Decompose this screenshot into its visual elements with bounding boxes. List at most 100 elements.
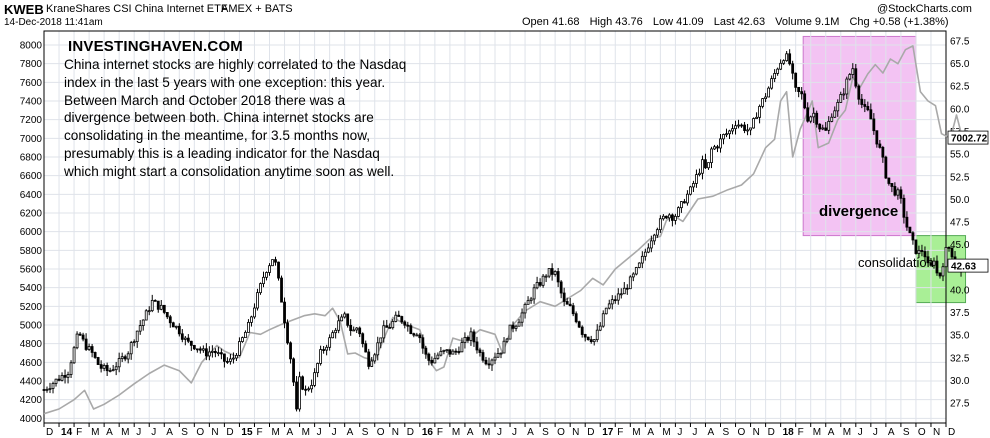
- change-stat: Chg +0.58 (+1.38%): [849, 16, 949, 28]
- kweb-candle: [604, 307, 608, 315]
- kweb-candle: [244, 331, 247, 339]
- kweb-candle: [926, 256, 930, 264]
- kweb-candle: [397, 314, 401, 317]
- kweb-candle: [180, 333, 184, 340]
- kweb-candle: [487, 363, 491, 366]
- kweb-candle: [568, 303, 572, 307]
- kweb-candle: [307, 388, 310, 391]
- x-axis-tick: J: [692, 427, 697, 438]
- x-axis-tick: A: [527, 427, 534, 438]
- left-axis-tick: 6400: [20, 190, 43, 201]
- kweb-candle: [150, 299, 154, 312]
- kweb-candle: [773, 73, 777, 80]
- kweb-candle: [698, 172, 701, 176]
- x-axis-tick: O: [918, 427, 926, 438]
- kweb-candle: [794, 72, 798, 88]
- kweb-candle: [737, 124, 740, 127]
- kweb-candle: [565, 301, 569, 305]
- chart-date: 14-Dec-2018 11:41am: [4, 17, 103, 28]
- kweb-candle: [195, 348, 199, 351]
- kweb-candle: [857, 85, 861, 100]
- kweb-candle: [385, 325, 389, 328]
- left-axis-tick: 4600: [20, 358, 43, 369]
- kweb-candle: [241, 337, 244, 342]
- x-axis-tick: 17: [602, 427, 614, 438]
- annotation-text: China internet stocks are highly correla…: [64, 56, 444, 181]
- x-axis-tick: M: [662, 427, 670, 438]
- kweb-candle: [812, 112, 816, 118]
- right-axis-tick: 60.0: [950, 104, 970, 115]
- kweb-candle: [96, 357, 100, 365]
- x-axis-tick: O: [738, 427, 746, 438]
- kweb-candle: [505, 338, 509, 342]
- annotation-line: which might start a consolidation anytim…: [64, 163, 395, 179]
- annotation-line: divergence between both. China internet …: [64, 110, 374, 126]
- kweb-candle: [361, 333, 365, 345]
- kweb-candle: [99, 364, 103, 369]
- kweb-candle: [625, 287, 629, 290]
- x-axis-tick: M: [121, 427, 129, 438]
- x-axis-tick: 18: [783, 427, 795, 438]
- kweb-candle: [899, 189, 903, 199]
- x-axis-tick: A: [166, 427, 173, 438]
- kweb-candle: [854, 68, 858, 87]
- kweb-candle: [911, 232, 915, 241]
- kweb-candle: [490, 359, 494, 366]
- kweb-candle: [466, 337, 470, 341]
- x-axis-tick: M: [452, 427, 460, 438]
- x-axis-tick: F: [617, 427, 623, 438]
- kweb-candle: [869, 109, 873, 120]
- kweb-candle: [222, 353, 226, 362]
- kweb-candle: [373, 354, 377, 362]
- kweb-candle: [355, 327, 359, 331]
- kweb-candle: [520, 312, 524, 323]
- left-axis-tick: 7400: [20, 97, 43, 108]
- kweb-candle: [448, 349, 452, 355]
- left-axis-tick: 6800: [20, 153, 43, 164]
- kweb-candle: [117, 358, 121, 368]
- copyright-link[interactable]: @StockCharts.com: [877, 3, 972, 15]
- kweb-candle: [54, 378, 58, 384]
- kweb-candle: [388, 326, 392, 329]
- kweb-candle: [183, 337, 187, 340]
- kweb-candle: [719, 138, 722, 149]
- kweb-candle: [247, 321, 250, 333]
- kweb-candle: [734, 125, 737, 130]
- kweb-candle: [226, 360, 229, 363]
- kweb-candle: [637, 262, 641, 268]
- kweb-candle: [298, 376, 301, 410]
- kweb-candle: [472, 331, 476, 343]
- kweb-candle: [394, 314, 398, 322]
- kweb-candle: [493, 356, 497, 361]
- kweb-candle: [72, 347, 76, 364]
- kweb-candle: [403, 321, 407, 326]
- kweb-candle: [884, 156, 888, 179]
- kweb-candle: [652, 234, 656, 242]
- kweb-candle: [667, 214, 671, 219]
- kweb-candle: [538, 282, 542, 286]
- kweb-last-value: 42.63: [951, 262, 976, 273]
- kweb-candle: [640, 255, 644, 264]
- kweb-candle: [658, 218, 662, 231]
- kweb-candle: [941, 266, 945, 277]
- x-axis-tick: 15: [241, 427, 253, 438]
- kweb-candle: [352, 329, 356, 332]
- kweb-candle: [932, 260, 936, 266]
- kweb-candle: [917, 249, 921, 254]
- kweb-candle: [535, 282, 539, 289]
- kweb-candle: [713, 146, 716, 150]
- x-axis-tick: 14: [61, 427, 73, 438]
- kweb-candle: [159, 304, 163, 310]
- kweb-candle: [944, 246, 948, 268]
- x-axis-tick: S: [542, 427, 549, 438]
- right-axis-tick: 45.0: [950, 240, 970, 251]
- kweb-candle: [427, 353, 431, 361]
- x-axis-tick: J: [873, 427, 878, 438]
- kweb-candle: [129, 342, 133, 355]
- kweb-candle: [328, 337, 332, 348]
- kweb-candle: [574, 313, 578, 323]
- x-axis-tick: N: [933, 427, 940, 438]
- kweb-candle: [661, 215, 665, 220]
- kweb-candle: [664, 215, 668, 219]
